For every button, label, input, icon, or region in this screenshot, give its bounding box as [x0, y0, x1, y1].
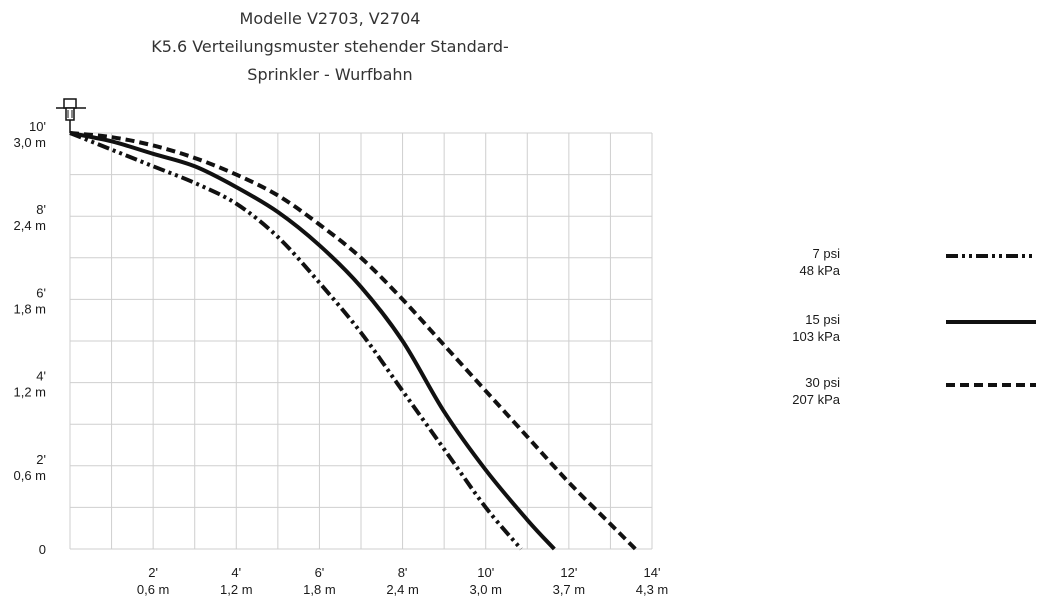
y-tick-label-m: 3,0 m: [13, 135, 46, 150]
series-line-15-psi: [69, 131, 556, 551]
y-axis-ticks: 0 2'0,6 m 4'1,2 m 6'1,8 m 8'2,4 m 10'3,0 m: [13, 119, 46, 557]
legend: 7 psi 48 kPa 15 psi 103 kPa 30 psi 207 kPa: [792, 246, 1036, 407]
chart-title: Modelle V2703, V2704 K5.6 Verteilungsmus…: [151, 9, 509, 84]
x-tick-label-ft: 14': [644, 565, 661, 580]
x-tick-label-m: 4,3 m: [636, 582, 669, 597]
y-tick-label-m: 2,4 m: [13, 218, 46, 233]
y-tick-label-ft: 0: [39, 542, 46, 557]
y-tick-label-ft: 4': [36, 369, 46, 384]
legend-label-kpa: 103 kPa: [792, 329, 840, 344]
x-tick-label-m: 2,4 m: [386, 582, 419, 597]
series-line-7-psi: [69, 131, 523, 551]
y-tick-label-m: 1,2 m: [13, 385, 46, 400]
title-line-2: K5.6 Verteilungsmuster stehender Standar…: [151, 37, 509, 56]
sprinkler-icon: [56, 98, 86, 133]
x-tick-label-m: 1,2 m: [220, 582, 253, 597]
y-tick-label-m: 0,6 m: [13, 468, 46, 483]
legend-label-psi: 30 psi: [805, 375, 840, 390]
x-tick-label-m: 1,8 m: [303, 582, 336, 597]
x-tick-label-ft: 10': [477, 565, 494, 580]
y-tick-label-ft: 10': [29, 119, 46, 134]
y-tick-label-m: 1,8 m: [13, 301, 46, 316]
title-line-3: Sprinkler - Wurfbahn: [247, 65, 412, 84]
x-tick-label-ft: 6': [315, 565, 325, 580]
x-tick-label-ft: 4': [231, 565, 241, 580]
x-tick-label-ft: 12': [560, 565, 577, 580]
legend-label-kpa: 207 kPa: [792, 392, 840, 407]
y-tick-label-ft: 8': [36, 202, 46, 217]
y-tick-label-ft: 6': [36, 285, 46, 300]
x-tick-label-m: 3,0 m: [469, 582, 502, 597]
legend-label-kpa: 48 kPa: [800, 263, 841, 278]
grid: [69, 132, 653, 550]
series-layer: [69, 131, 637, 551]
x-tick-label-m: 3,7 m: [553, 582, 586, 597]
legend-label-psi: 7 psi: [813, 246, 841, 261]
x-axis-ticks: 2' 0,6 m 4' 1,2 m 6' 1,8 m 8' 2,4 m 10' 3,0 m 12' 3…: [137, 565, 668, 597]
x-tick-label-ft: 2': [148, 565, 158, 580]
legend-label-psi: 15 psi: [805, 312, 840, 327]
y-tick-label-ft: 2': [36, 452, 46, 467]
title-line-1: Modelle V2703, V2704: [240, 9, 421, 28]
x-tick-label-m: 0,6 m: [137, 582, 170, 597]
x-tick-label-ft: 8': [398, 565, 408, 580]
